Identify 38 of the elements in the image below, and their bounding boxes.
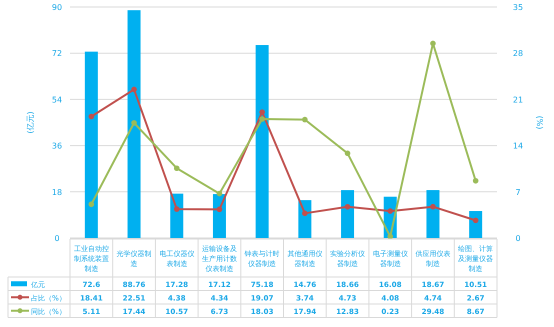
point — [216, 206, 222, 212]
point — [302, 116, 308, 122]
y2-axis-title: (%) — [535, 116, 544, 130]
bar — [128, 10, 141, 238]
point — [387, 208, 394, 214]
point — [344, 204, 350, 210]
y-tick-label: 36 — [52, 142, 62, 151]
bar — [256, 45, 269, 238]
bar — [84, 52, 98, 238]
y-tick-label: 18 — [52, 188, 62, 197]
point — [430, 204, 436, 210]
y2-tick-label: 28 — [512, 49, 524, 58]
point — [174, 165, 180, 172]
y2-tick-label: 35 — [512, 3, 524, 12]
y-axis-title: (亿元) — [26, 111, 35, 134]
y-tick-label: 72 — [52, 49, 62, 58]
point — [302, 210, 308, 216]
point — [88, 201, 94, 208]
point — [216, 190, 222, 196]
y2-tick-label: 14 — [512, 142, 524, 151]
y-tick-label: 54 — [52, 95, 62, 104]
y2-tick-label: 7 — [515, 188, 521, 197]
point — [131, 120, 137, 126]
point — [88, 114, 94, 120]
point — [131, 86, 137, 92]
point — [430, 40, 436, 46]
y2-tick-label: 21 — [512, 95, 524, 104]
bar — [469, 211, 482, 238]
point — [344, 150, 350, 156]
bar — [426, 190, 440, 238]
bar — [341, 190, 354, 238]
y2-tick-label: 0 — [515, 234, 521, 243]
point — [259, 116, 265, 122]
point — [472, 178, 478, 184]
point — [259, 109, 265, 115]
point — [472, 218, 478, 224]
point — [174, 206, 180, 212]
y-tick-label: 90 — [52, 3, 62, 12]
